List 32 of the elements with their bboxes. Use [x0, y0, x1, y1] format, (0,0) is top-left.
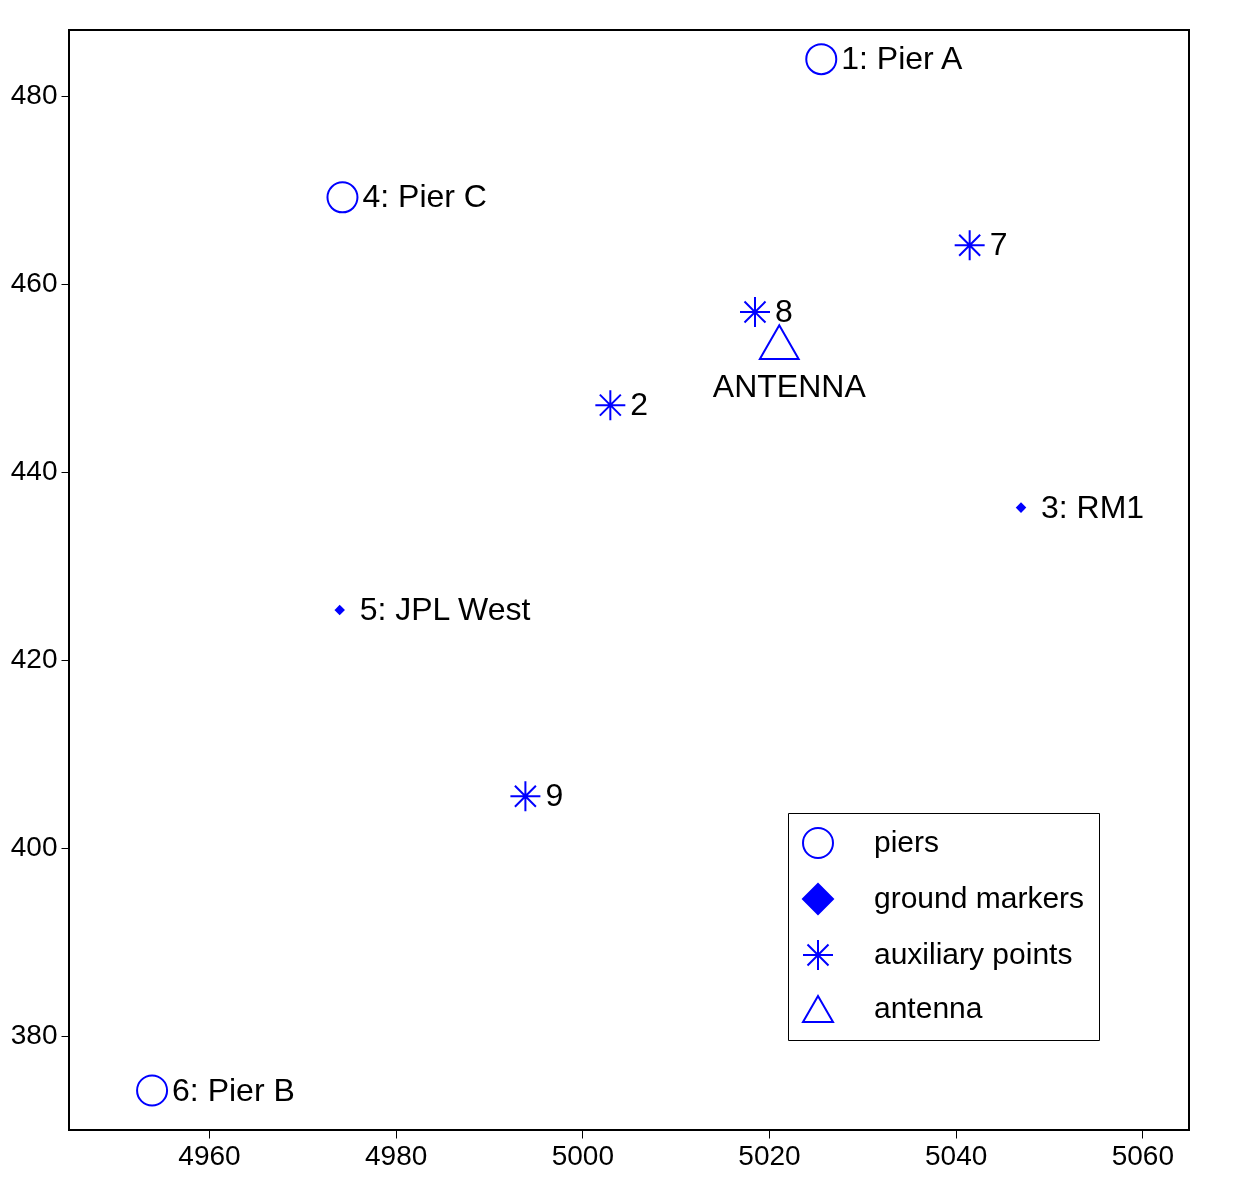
annotation: 7: [989, 226, 1008, 263]
point: [758, 324, 800, 360]
x-tick-label: 5020: [738, 1139, 801, 1171]
annotation: 6: Pier B: [172, 1071, 295, 1108]
x-tick-label: 5040: [925, 1139, 988, 1171]
annotation: 3: RM1: [1041, 488, 1145, 525]
x-tick-label: 5060: [1111, 1139, 1174, 1171]
point: [136, 1074, 169, 1107]
annotation: 9: [545, 777, 564, 814]
annotation: ANTENNA: [712, 368, 867, 405]
point: [326, 181, 359, 214]
y-tick-label: 460: [10, 267, 58, 299]
legend-label: auxiliary points: [874, 937, 1073, 970]
x-tick-label: 4980: [365, 1139, 428, 1171]
annotation: 5: JPL West: [359, 591, 531, 628]
point: [805, 43, 838, 76]
y-tick-label: 400: [10, 831, 58, 863]
x-tick-label: 5000: [551, 1139, 614, 1171]
y-tick-label: 380: [10, 1019, 58, 1051]
annotation: 4: Pier C: [362, 178, 487, 215]
annotation: 2: [630, 386, 649, 423]
y-tick-label: 420: [10, 643, 58, 675]
annotation: 8: [775, 293, 793, 330]
point: [1016, 502, 1026, 513]
y-tick-label: 440: [10, 455, 58, 487]
legend-label: ground markers: [874, 881, 1085, 914]
x-tick-label: 4960: [178, 1139, 241, 1171]
y-tick-label: 480: [10, 79, 58, 111]
legend-label: piers: [874, 825, 940, 858]
point: [334, 605, 345, 615]
legend-label: antenna: [874, 991, 983, 1024]
annotation: 1: Pier A: [841, 40, 963, 77]
